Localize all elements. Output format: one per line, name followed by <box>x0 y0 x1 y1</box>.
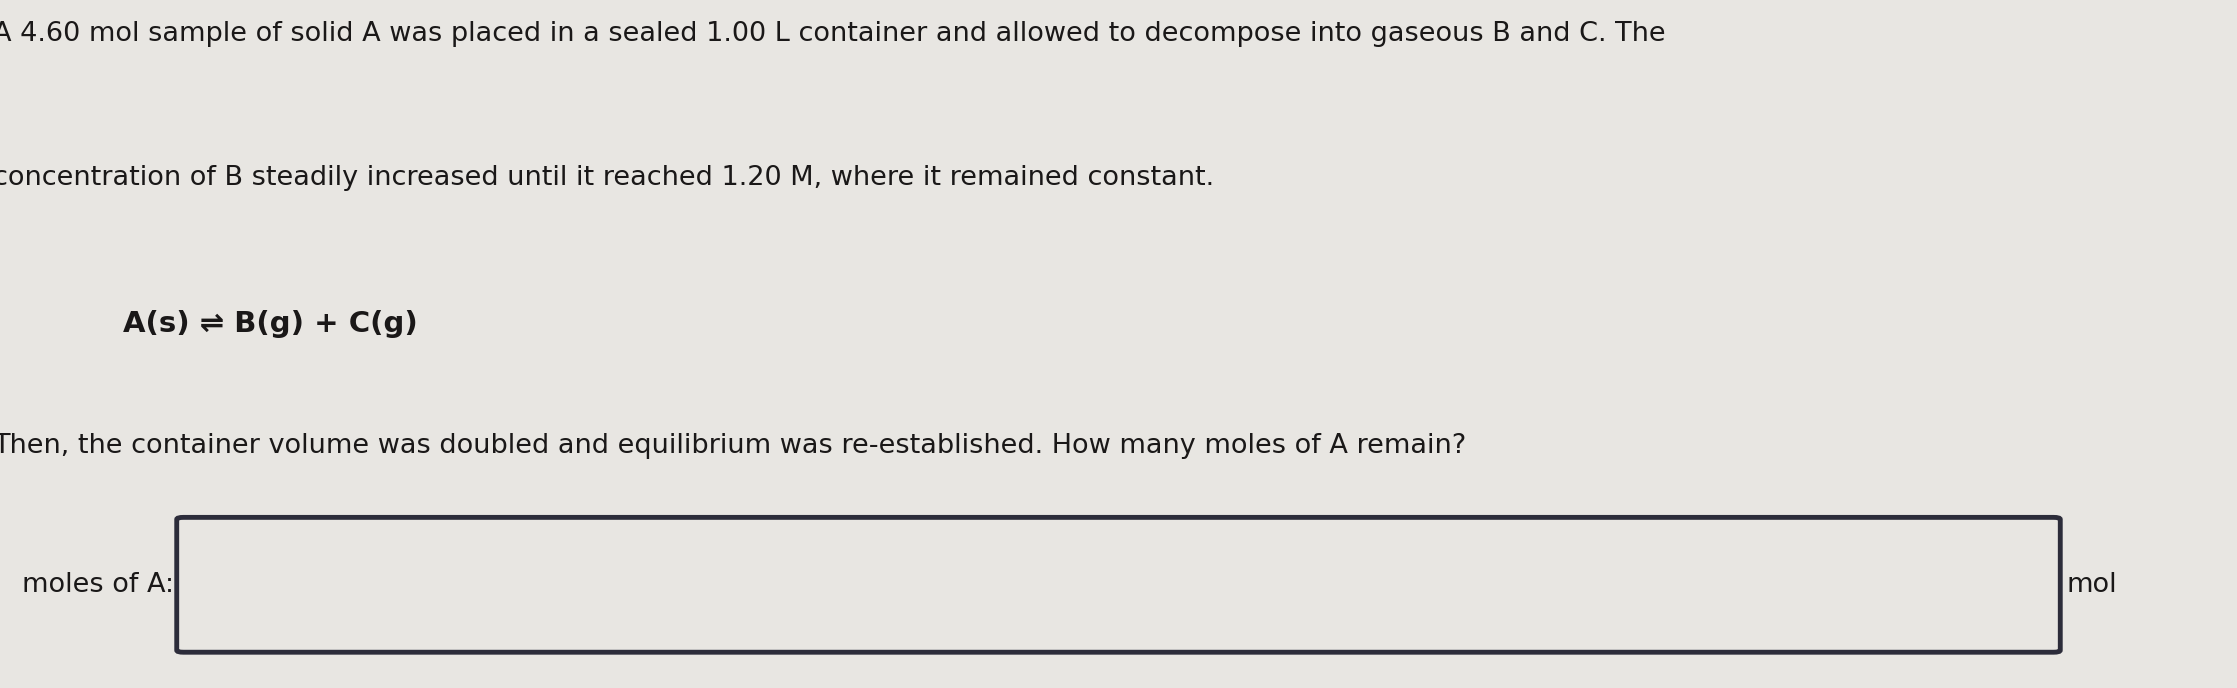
Text: Then, the container volume was doubled and equilibrium was re-established. How m: Then, the container volume was doubled a… <box>0 433 1467 460</box>
Text: A(s) ⇌ B(g) + C(g): A(s) ⇌ B(g) + C(g) <box>123 310 418 338</box>
Text: mol: mol <box>2067 572 2118 598</box>
FancyBboxPatch shape <box>177 517 2060 652</box>
Text: concentration of B steadily increased until it reached 1.20 M, where it remained: concentration of B steadily increased un… <box>0 165 1215 191</box>
Text: A 4.60 mol sample of solid A was placed in a sealed 1.00 L container and allowed: A 4.60 mol sample of solid A was placed … <box>0 21 1667 47</box>
Text: moles of A:: moles of A: <box>22 572 174 598</box>
